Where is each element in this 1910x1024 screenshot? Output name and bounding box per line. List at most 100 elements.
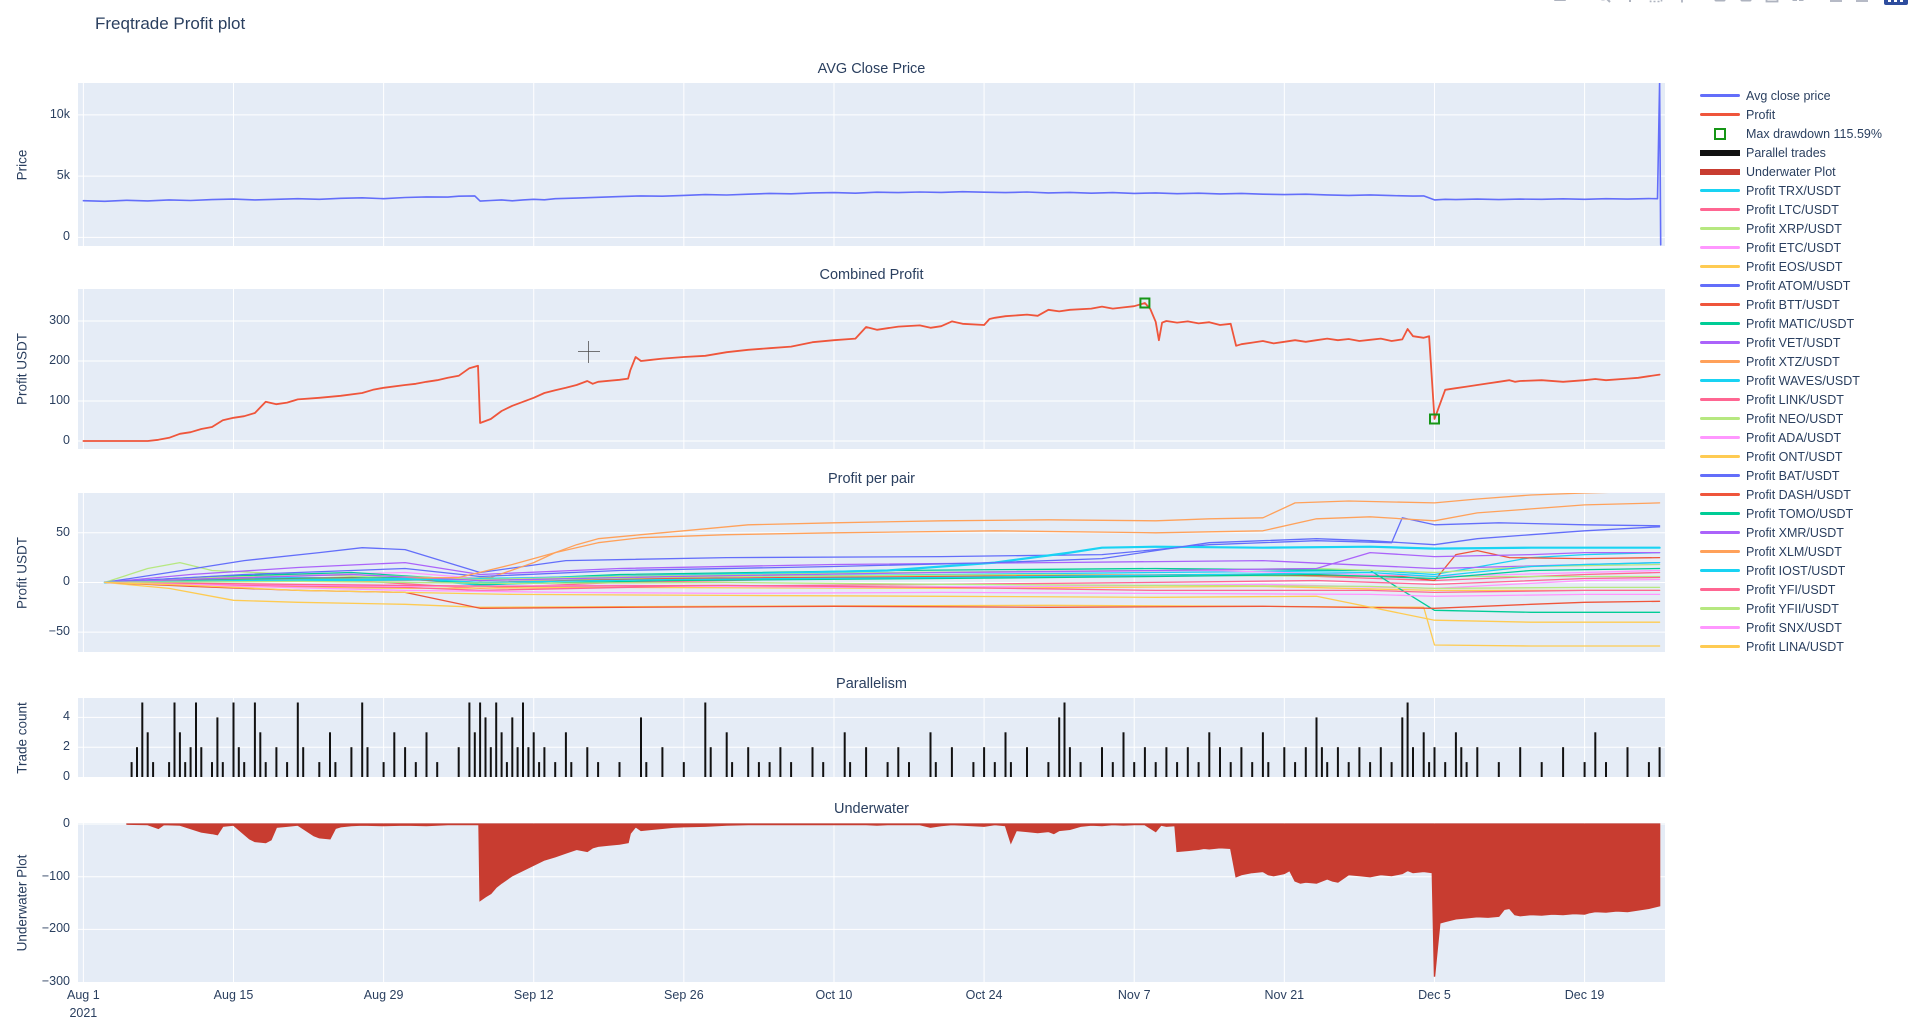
legend-item-profit-yfi-usdt[interactable]: Profit YFI/USDT (1700, 580, 1905, 599)
zoom-icon[interactable] (1596, 0, 1614, 6)
legend-swatch-line (1700, 208, 1746, 211)
series-avg-close-price (82, 82, 1662, 246)
legend-item-profit-xlm-usdt[interactable]: Profit XLM/USDT (1700, 542, 1905, 561)
y-tick-label: −200 (41, 921, 70, 936)
autoscale-icon[interactable] (1764, 0, 1782, 6)
series-profit-atom-usdt (104, 517, 1661, 584)
legend-label: Profit XMR/USDT (1746, 525, 1844, 540)
legend-swatch-line (1700, 645, 1746, 648)
legend-label: Profit XRP/USDT (1746, 221, 1842, 236)
legend-label: Profit NEO/USDT (1746, 411, 1844, 426)
legend-item-profit-atom-usdt[interactable]: Profit ATOM/USDT (1700, 276, 1905, 295)
camera-icon[interactable] (1552, 0, 1570, 6)
legend-item-profit-xrp-usdt[interactable]: Profit XRP/USDT (1700, 219, 1905, 238)
subplot-avg-close-price[interactable] (78, 82, 1665, 246)
legend-item-avg-close-price[interactable]: Avg close price (1700, 86, 1905, 105)
legend-item-profit-snx-usdt[interactable]: Profit SNX/USDT (1700, 618, 1905, 637)
subplot-parallelism[interactable] (78, 698, 1665, 777)
legend-swatch-line (1700, 436, 1746, 439)
subplot-title-underwater: Underwater (834, 801, 909, 817)
legend-item-profit-bat-usdt[interactable]: Profit BAT/USDT (1700, 466, 1905, 485)
legend-swatch-line (1700, 246, 1746, 249)
legend-label: Profit LINK/USDT (1746, 392, 1844, 407)
legend-item-underwater-plot[interactable]: Underwater Plot (1700, 162, 1905, 181)
subplot-title-combined-profit: Combined Profit (819, 267, 924, 283)
series-profit (82, 302, 1661, 442)
y-tick-label: 0 (63, 574, 70, 589)
series-profit-xmr-usdt (104, 551, 1661, 584)
legend-item-profit-tomo-usdt[interactable]: Profit TOMO/USDT (1700, 504, 1905, 523)
legend-label: Profit ETC/USDT (1746, 240, 1842, 255)
series-profit-yfii-usdt (104, 580, 1661, 590)
gridlines (78, 83, 1665, 246)
legend-swatch-line (1700, 360, 1746, 363)
legend-item-profit[interactable]: Profit (1700, 105, 1905, 124)
reset-axes-icon[interactable] (1790, 0, 1808, 6)
x-tick-label: Aug 29 (363, 988, 404, 1002)
legend-item-profit-yfii-usdt[interactable]: Profit YFII/USDT (1700, 599, 1905, 618)
underwater-plot[interactable] (78, 823, 1665, 982)
hover-compare-icon[interactable] (1854, 0, 1872, 6)
legend-swatch-line (1700, 512, 1746, 515)
legend-swatch-line (1700, 493, 1746, 496)
legend-swatch-line (1700, 227, 1746, 230)
legend-item-profit-matic-usdt[interactable]: Profit MATIC/USDT (1700, 314, 1905, 333)
legend-item-profit-vet-usdt[interactable]: Profit VET/USDT (1700, 333, 1905, 352)
zoom-in-icon[interactable] (1712, 0, 1730, 6)
legend-swatch-line (1700, 474, 1746, 477)
box-select-icon[interactable] (1648, 0, 1666, 6)
legend-item-profit-ada-usdt[interactable]: Profit ADA/USDT (1700, 428, 1905, 447)
max-drawdown-markers (1139, 297, 1440, 425)
series-profit-xlm-usdt (104, 502, 1661, 584)
legend-label: Underwater Plot (1746, 164, 1836, 179)
subplot-combined-profit[interactable] (78, 289, 1665, 449)
x-tick-label: Oct 10 (815, 988, 853, 1002)
lasso-select-icon[interactable] (1674, 0, 1692, 6)
legend-item-parallel-trades[interactable]: Parallel trades (1700, 143, 1905, 162)
legend-item-profit-waves-usdt[interactable]: Profit WAVES/USDT (1700, 371, 1905, 390)
legend-label: Profit TRX/USDT (1746, 183, 1841, 198)
y-tick-label: 50 (56, 524, 70, 539)
legend-item-profit-etc-usdt[interactable]: Profit ETC/USDT (1700, 238, 1905, 257)
legend-label: Profit IOST/USDT (1746, 563, 1846, 578)
legend-item-profit-ltc-usdt[interactable]: Profit LTC/USDT (1700, 200, 1905, 219)
subplot-profit-per-pair[interactable] (78, 490, 1665, 652)
x-tick-year-label: 2021 (69, 1006, 98, 1020)
legend-item-profit-link-usdt[interactable]: Profit LINK/USDT (1700, 390, 1905, 409)
hover-closest-icon[interactable] (1828, 0, 1846, 6)
legend-item-profit-xtz-usdt[interactable]: Profit XTZ/USDT (1700, 352, 1905, 371)
subplot-underwater[interactable] (78, 823, 1665, 982)
y-tick-label: −300 (41, 974, 70, 988)
y-tick-label: 0 (63, 433, 70, 447)
series-profit-vet-usdt (104, 559, 1661, 584)
legend-item-profit-dash-usdt[interactable]: Profit DASH/USDT (1700, 485, 1905, 504)
x-tick-label: Nov 21 (1264, 988, 1305, 1002)
combined-profit-plot[interactable] (78, 289, 1665, 449)
legend-item-profit-iost-usdt[interactable]: Profit IOST/USDT (1700, 561, 1905, 580)
legend-label: Profit ONT/USDT (1746, 449, 1843, 464)
y-axis-label-profit-usdt: Profit USDT (14, 536, 30, 609)
subplot-title-profit-per-pair: Profit per pair (827, 471, 916, 487)
legend-label: Profit (1746, 107, 1776, 122)
legend-label: Profit LINA/USDT (1746, 639, 1844, 654)
area-underwater-plot (126, 823, 1661, 977)
legend-swatch-line (1700, 455, 1746, 458)
series-profit-yfi-usdt (104, 581, 1661, 594)
avg-close-price-plot[interactable] (78, 82, 1665, 246)
legend-swatch-square (1700, 127, 1746, 140)
legend-item-profit-ont-usdt[interactable]: Profit ONT/USDT (1700, 447, 1905, 466)
plotly-logo-icon[interactable] (1884, 0, 1908, 6)
profit-per-pair-plot[interactable] (78, 490, 1665, 652)
legend-swatch-line (1700, 303, 1746, 306)
zoom-out-icon[interactable] (1738, 0, 1756, 6)
legend-item-profit-lina-usdt[interactable]: Profit LINA/USDT (1700, 637, 1905, 656)
parallelism-plot[interactable] (78, 698, 1665, 777)
legend-item-profit-btt-usdt[interactable]: Profit BTT/USDT (1700, 295, 1905, 314)
legend-item-profit-neo-usdt[interactable]: Profit NEO/USDT (1700, 409, 1905, 428)
legend-item-profit-trx-usdt[interactable]: Profit TRX/USDT (1700, 181, 1905, 200)
legend-item-profit-eos-usdt[interactable]: Profit EOS/USDT (1700, 257, 1905, 276)
pan-icon[interactable] (1622, 0, 1640, 6)
legend-item-profit-xmr-usdt[interactable]: Profit XMR/USDT (1700, 523, 1905, 542)
legend-item-max-drawdown-115-59[interactable]: Max drawdown 115.59% (1700, 124, 1905, 143)
